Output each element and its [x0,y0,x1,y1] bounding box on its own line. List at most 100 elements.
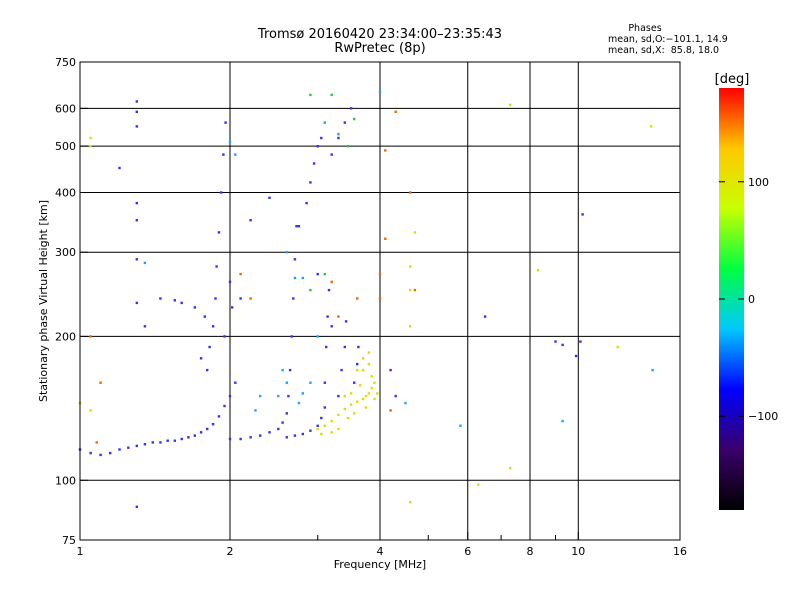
data-point [554,340,557,343]
data-point [211,325,215,328]
data-point [384,237,387,240]
data-point [346,145,350,148]
data-point [330,153,333,156]
data-point [208,345,211,349]
data-point [370,386,373,390]
data-point [223,404,226,408]
data-point [285,436,288,439]
data-point [316,272,319,276]
grid-lines [80,62,680,540]
data-point [337,132,340,136]
data-point [151,441,154,444]
data-point [404,401,407,405]
data-point [579,340,582,343]
data-point [330,325,333,328]
data-point [135,444,138,448]
data-point [173,439,176,442]
data-point [268,196,271,199]
data-point [364,394,368,398]
data-point [361,357,365,360]
data-point [373,381,376,384]
data-point [344,320,348,323]
data-point [373,397,376,401]
data-point [135,110,138,113]
data-point [353,412,356,415]
data-point [285,381,288,384]
phase-stats-x: mean, sd,X: 85.8, 18.0 [608,45,720,56]
data-point [293,276,297,280]
data-point [367,392,371,395]
x-tick-label: 4 [377,545,384,558]
data-point [483,315,487,318]
y-tick-label: 400 [55,186,76,199]
data-point [99,381,102,384]
data-point [337,413,340,417]
data-point [378,297,382,300]
data-point [343,407,346,411]
colorbar-ticks: 100 0 −100 [719,176,778,423]
data-point [389,368,392,372]
data-point [166,439,169,442]
data-point [459,424,462,427]
data-point [356,400,359,403]
data-point [323,406,326,409]
data-point [364,406,368,409]
data-point [409,265,412,268]
data-point [316,145,319,148]
data-point [239,272,242,276]
data-point [135,505,138,508]
data-point [203,315,206,318]
data-point [337,315,340,318]
data-point [323,424,326,427]
data-point [343,394,346,398]
data-point [320,432,323,436]
data-point [349,107,353,110]
data-point [285,412,288,415]
data-point [309,288,312,292]
data-point [327,288,331,292]
data-point [277,394,280,398]
data-point [330,93,333,97]
data-point [349,403,353,406]
axis-ticks: 1 2 4 6 8 10 16 75 100 200 300 400 500 600 750 [55,56,687,558]
data-point [330,419,333,423]
data-point [316,427,319,431]
data-point [561,343,564,347]
data-point [361,368,365,372]
data-point [293,434,297,437]
data-point [228,280,232,284]
data-point [173,299,176,302]
data-point [228,140,232,144]
data-point [89,451,92,455]
x-tick-label: 16 [673,545,687,558]
data-point [376,392,379,395]
colorbar-tick-label: 100 [748,176,769,189]
data-point [323,121,326,124]
data-point [359,384,362,387]
data-point [320,136,323,140]
data-point [581,213,584,216]
data-point [356,297,359,300]
data-point [288,368,292,372]
data-point [199,357,203,360]
data-point [561,419,564,423]
x-tick-label: 1 [77,545,84,558]
y-tick-label: 200 [55,330,76,343]
data-point [370,375,373,378]
data-point [309,93,312,97]
data-point [394,110,397,113]
data-point [249,436,252,439]
data-point [413,288,417,292]
chart-subtitle: RwPretec (8p) [334,41,426,56]
data-point [234,381,237,384]
data-point [239,297,242,300]
data-point [187,436,190,439]
y-axis-label: Stationary phase Virtual Height [km] [37,200,50,402]
y-tick-label: 750 [55,56,76,69]
data-point [224,121,227,124]
data-point [228,437,232,441]
data-point [159,441,162,444]
data-point [89,409,92,412]
data-point [574,354,578,358]
data-point [330,431,333,434]
